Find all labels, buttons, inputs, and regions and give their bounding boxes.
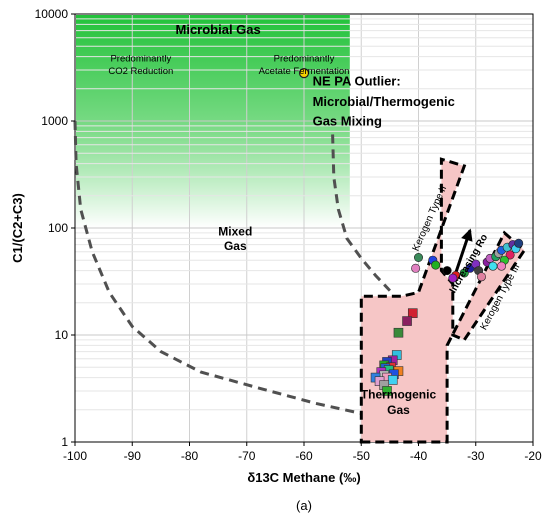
data-point-circle [488, 261, 498, 271]
y-tick-label: 100 [48, 221, 68, 235]
data-points [298, 68, 524, 396]
y-tick-label: 1 [61, 435, 68, 449]
data-point-square [402, 316, 412, 326]
x-tick-label: -90 [124, 449, 142, 463]
thermogenic-gas-label-line2: Gas [387, 403, 410, 417]
outlier-label-line1: NE PA Outlier: [313, 73, 401, 88]
data-point-circle [413, 253, 423, 263]
figure-caption: (a) [296, 498, 312, 513]
outlier-label-line3: Gas Mixing [313, 113, 382, 128]
data-point-circle [448, 273, 458, 283]
y-tick-label: 10 [55, 328, 69, 342]
data-point-circle [476, 272, 486, 282]
x-axis-title: δ13C Methane (‰) [247, 470, 360, 485]
mixed-gas-label-line1: Mixed [218, 225, 252, 239]
data-point-circle [411, 263, 421, 273]
data-point-square [393, 327, 404, 338]
x-tick-label: -70 [238, 449, 256, 463]
microbial-gas-label: Microbial Gas [176, 22, 261, 37]
y-tick-label: 10000 [35, 7, 69, 21]
thermogenic-gas-label-line1: Thermogenic [361, 388, 437, 402]
data-point-circle [505, 250, 515, 260]
acetate-fermentation-label-line1: Predominantly [274, 53, 335, 64]
data-point-circle [497, 261, 507, 271]
outlier-point [298, 68, 310, 79]
x-tick-label: -30 [467, 449, 485, 463]
y-axis-title: C1/(C2+C3) [10, 193, 25, 263]
acetate-fermentation-label-line2: Acetate Fermentation [259, 66, 350, 77]
x-tick-labels: -100 -90 -80 -70 -60 -50 -40 -30 -20 [63, 442, 542, 463]
data-point-square [387, 375, 398, 385]
x-tick-label: -40 [410, 449, 428, 463]
x-tick-label: -50 [353, 449, 371, 463]
mixed-gas-boundary-line [73, 120, 379, 419]
mixed-gas-label-line2: Gas [224, 239, 247, 253]
x-tick-label: -60 [295, 449, 313, 463]
y-tick-label: 1000 [41, 114, 68, 128]
x-tick-label: -100 [63, 449, 87, 463]
data-point-circle [431, 260, 441, 270]
increasing-ro-arrowhead [461, 228, 473, 242]
co2-reduction-label-line1: Predominantly [110, 53, 171, 64]
data-point-square [382, 386, 392, 396]
data-point-circle [514, 238, 524, 248]
outlier-label-line2: Microbial/Thermogenic [313, 94, 455, 109]
microbial-boundary-line [331, 134, 391, 292]
x-tick-label: -80 [181, 449, 199, 463]
co2-reduction-label-line2: CO2 Reduction [108, 66, 173, 77]
data-point-circle [442, 266, 452, 276]
data-point-square [407, 308, 418, 318]
y-tick-labels: 1 10 100 1000 10000 [35, 7, 75, 449]
x-tick-label: -20 [524, 449, 542, 463]
